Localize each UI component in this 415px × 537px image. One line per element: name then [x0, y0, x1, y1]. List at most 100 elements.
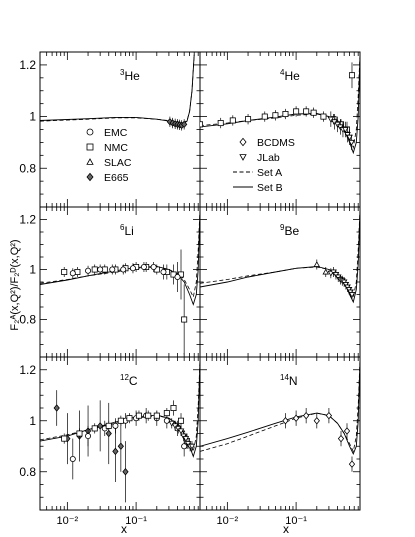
data-point	[145, 412, 152, 419]
series-e665	[166, 116, 188, 131]
data-point	[91, 425, 98, 432]
series-jlab	[327, 111, 355, 151]
data-point	[91, 266, 98, 273]
data-point	[322, 268, 330, 275]
x-tick-label: 10⁻¹	[285, 515, 307, 527]
legend-label: BCDMS	[257, 137, 295, 149]
y-tick-label: 0.8	[19, 313, 36, 327]
data-point	[160, 268, 167, 275]
data-point	[188, 443, 196, 450]
data-point	[292, 414, 300, 422]
data-point	[117, 442, 124, 450]
data-point	[303, 108, 310, 115]
panel-14n: 10⁻² 10⁻¹ 14N	[199, 356, 361, 527]
legend-right: BCDMS JLab Set A Set B	[233, 137, 295, 194]
data-point	[105, 429, 112, 438]
y-tick-label: 1.2	[19, 58, 36, 72]
data-point	[272, 112, 279, 119]
y-tick-label: 1	[29, 263, 36, 277]
data-point	[112, 422, 119, 429]
panel-4he: 4He	[199, 51, 361, 208]
y-tick-label: 1.2	[19, 213, 36, 227]
data-point	[181, 443, 188, 450]
nucleus-label: 14N	[280, 373, 298, 388]
data-point	[140, 263, 147, 270]
data-point	[325, 411, 333, 420]
data-point	[135, 412, 142, 419]
data-point	[181, 316, 188, 323]
data-point	[348, 139, 355, 146]
y-axis-label: F₂ᴬ(x,Q²)/F₂ᴰ(x,Q²)	[9, 239, 21, 330]
data-point	[348, 460, 356, 468]
data-point	[174, 273, 181, 280]
data-point	[85, 433, 92, 440]
panel-9be: 9Be	[199, 206, 361, 358]
data-point	[153, 412, 160, 419]
legend-marker	[86, 172, 94, 182]
y-tick-label: 1.2	[19, 363, 36, 377]
legend-label: NMC	[104, 142, 128, 154]
x-axis-label-right: x	[283, 522, 289, 536]
data-point	[53, 404, 60, 412]
data-point	[245, 116, 252, 123]
x-tick-label: 10⁻²	[56, 515, 78, 527]
legend-marker	[86, 158, 94, 165]
legend-label: Set A	[257, 167, 282, 179]
curve-set-b	[40, 54, 195, 124]
plot-area	[40, 209, 200, 355]
legend-label: SLAC	[104, 157, 132, 169]
data-point	[282, 417, 289, 425]
data-point	[182, 436, 190, 443]
series-nmc	[61, 400, 191, 449]
data-point	[122, 468, 129, 476]
panel-12c: 1.2 1 0.8 10⁻² 10⁻¹ 12C	[19, 356, 201, 527]
nucleus-label: 6Li	[120, 223, 134, 238]
data-point	[229, 117, 236, 124]
legend-label: JLab	[257, 152, 280, 164]
legend-label: EMC	[104, 127, 128, 139]
data-point	[97, 422, 104, 430]
legend-label: Set B	[257, 182, 283, 194]
y-tick-label: 0.8	[19, 465, 36, 479]
curve-set-a	[40, 54, 195, 123]
data-point	[109, 266, 116, 273]
nucleus-label: 3He	[120, 68, 140, 83]
curve-set-b	[200, 359, 360, 456]
data-point	[126, 415, 133, 422]
series-nmc	[61, 249, 188, 355]
data-point	[117, 417, 124, 424]
data-point	[310, 109, 317, 116]
nucleus-label: 12C	[120, 373, 138, 388]
data-point	[346, 134, 353, 141]
curve-set-a	[200, 209, 360, 299]
plot-area	[40, 359, 200, 503]
data-point	[177, 428, 185, 435]
x-axis-label-left: x	[121, 522, 127, 536]
data-point	[337, 434, 345, 443]
legend-marker	[239, 154, 247, 161]
y-tick-label: 1	[29, 414, 36, 428]
legend-marker	[239, 137, 247, 147]
data-point	[112, 447, 119, 456]
data-point	[61, 435, 68, 442]
data-point	[313, 417, 320, 425]
data-point	[69, 455, 76, 462]
data-point	[200, 121, 203, 128]
series-jlab	[327, 267, 356, 300]
data-point	[170, 404, 177, 411]
data-point	[342, 127, 349, 133]
data-point	[261, 113, 268, 120]
data-point	[150, 263, 157, 270]
nucleus-label: 4He	[280, 68, 300, 83]
series-e665	[53, 390, 129, 503]
data-point	[76, 430, 83, 437]
panel-6li: 1.2 1 0.8 6Li	[19, 206, 201, 358]
data-point	[163, 417, 170, 424]
legend-marker	[86, 143, 94, 151]
data-point	[343, 427, 351, 435]
data-point	[348, 292, 356, 298]
data-point	[61, 268, 68, 275]
data-point	[348, 72, 355, 79]
legend-label: E665	[104, 172, 129, 184]
data-point	[320, 113, 327, 120]
